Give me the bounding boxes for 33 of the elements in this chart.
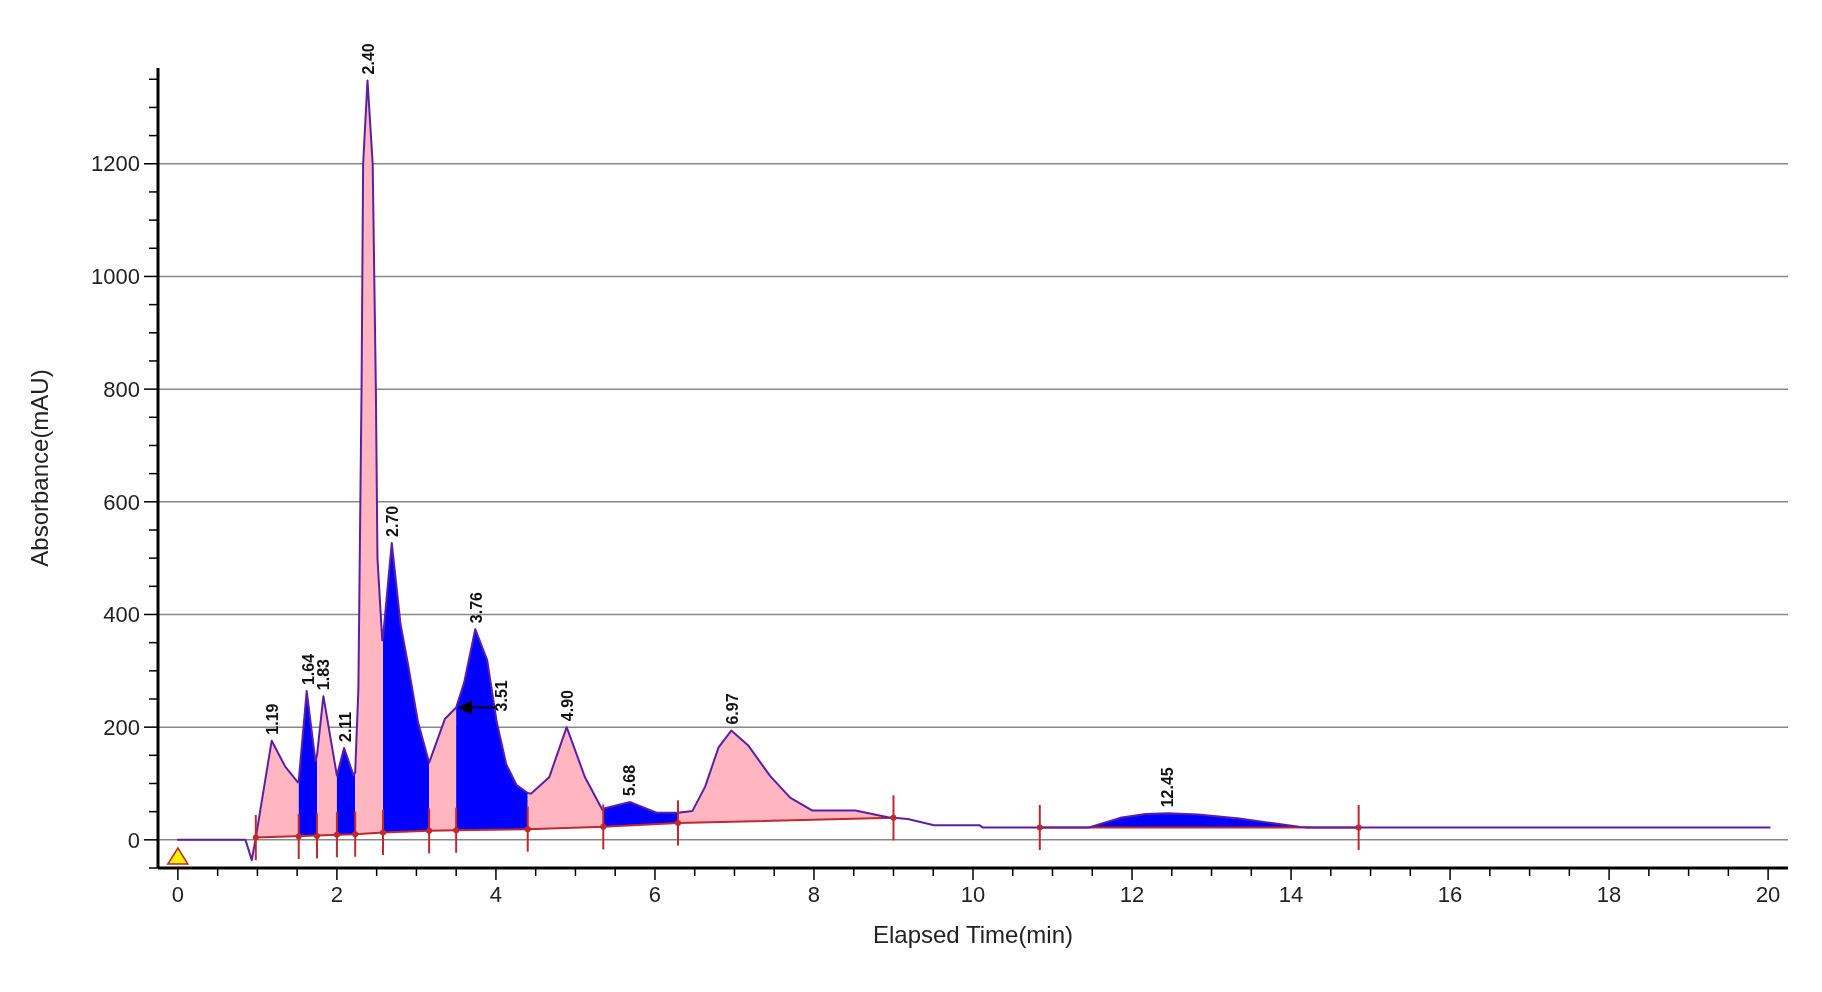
- annotation: 2.70: [384, 505, 402, 537]
- x-tick-label: 6: [648, 882, 662, 907]
- annotation: 1.83: [314, 658, 332, 691]
- y-tick-label: 200: [103, 714, 140, 740]
- y-tick-label: 600: [103, 489, 140, 515]
- x-tick-label: 14: [1278, 882, 1304, 907]
- y-tick-label: 800: [103, 376, 140, 402]
- annotation: 3.51: [492, 680, 510, 712]
- annotation: 1.19: [264, 703, 282, 735]
- annotation: 2.11: [337, 711, 355, 742]
- x-tick-label: 12: [1119, 882, 1145, 907]
- y-tick-label: 1200: [91, 151, 140, 177]
- x-axis-title: Elapsed Time(min): [872, 921, 1074, 948]
- annotation: 5.68: [621, 764, 639, 797]
- y-tick-label: 400: [103, 602, 140, 628]
- annotation: 1.64: [299, 653, 317, 686]
- annotation: 6.97: [723, 693, 741, 725]
- x-tick-label: 20: [1755, 882, 1781, 907]
- annotation: 12.45: [1159, 767, 1177, 808]
- y-axis-title: Absorbance(mAU): [26, 369, 53, 567]
- x-tick-label: 18: [1596, 882, 1622, 907]
- annotation: 3.76: [468, 591, 486, 624]
- x-tick-label: 10: [960, 882, 986, 907]
- x-tick-label: 4: [489, 882, 503, 907]
- line-series: [176, 79, 1771, 862]
- y-tick-label: 1000: [91, 264, 140, 290]
- x-tick-label: 8: [807, 882, 821, 907]
- x-tick-label: 16: [1437, 882, 1463, 907]
- y-tick-label: 0: [127, 827, 140, 853]
- annotation: 2.40: [360, 43, 378, 75]
- x-tick-label: 0: [171, 882, 184, 907]
- annotation: 4.90: [559, 689, 577, 722]
- x-tick-label: 2: [330, 882, 344, 907]
